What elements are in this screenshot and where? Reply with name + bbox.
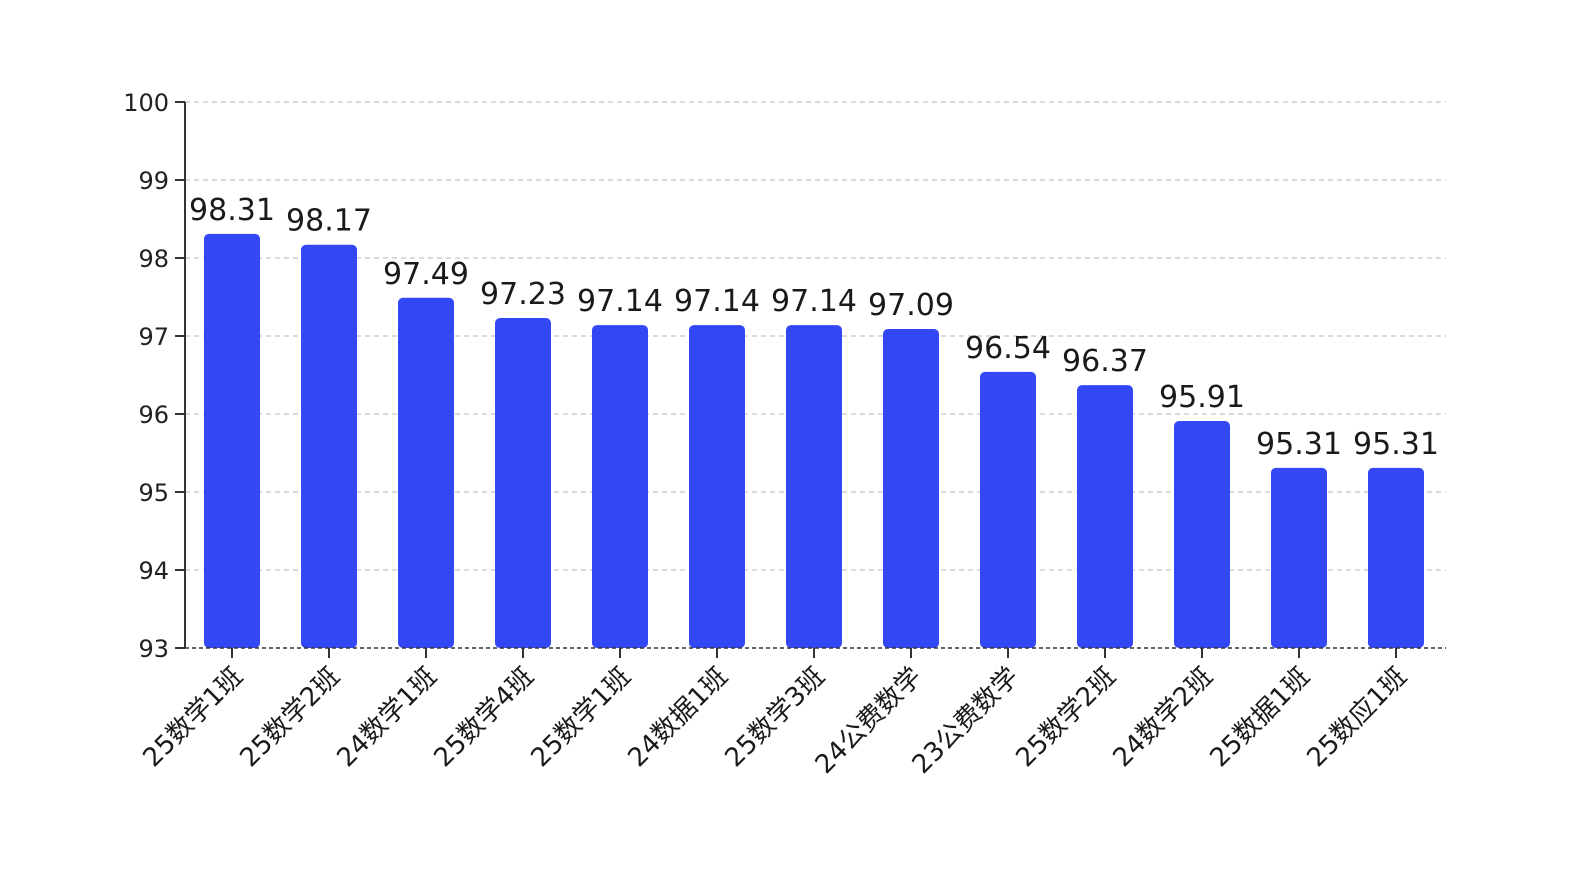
data-label-3: 97.49 bbox=[383, 257, 469, 292]
data-label-9: 96.54 bbox=[965, 331, 1051, 366]
data-label-10: 96.37 bbox=[1062, 344, 1148, 379]
bars bbox=[204, 233, 1424, 649]
x-tick-label-2: 25数学2班 bbox=[234, 662, 345, 773]
bar-13 bbox=[1368, 467, 1424, 648]
y-tick-label-94: 94 bbox=[138, 557, 169, 585]
bar-6 bbox=[689, 325, 745, 648]
data-label-6: 97.14 bbox=[674, 284, 760, 319]
bar-5 bbox=[592, 325, 648, 648]
data-label-1: 98.31 bbox=[189, 193, 275, 228]
bar-8 bbox=[883, 328, 939, 648]
data-label-8: 97.09 bbox=[868, 288, 954, 323]
bar-9 bbox=[980, 371, 1036, 648]
x-tick-label-5: 25数学1班 bbox=[525, 662, 636, 773]
bar-7 bbox=[786, 325, 842, 648]
y-tick-label-98: 98 bbox=[138, 245, 169, 273]
bar-3 bbox=[398, 297, 454, 648]
data-label-7: 97.14 bbox=[771, 284, 857, 319]
bar-10 bbox=[1077, 385, 1133, 648]
y-tick-label-96: 96 bbox=[138, 401, 169, 429]
data-label-4: 97.23 bbox=[480, 277, 566, 312]
y-tick-label-100: 100 bbox=[123, 89, 169, 117]
y-tick-label-93: 93 bbox=[138, 635, 169, 663]
x-tick-label-4: 25数学4班 bbox=[428, 662, 539, 773]
bar-12 bbox=[1271, 467, 1327, 648]
bar-1 bbox=[204, 233, 260, 648]
data-label-5: 97.14 bbox=[577, 284, 663, 319]
x-tick-label-3: 24数学1班 bbox=[331, 662, 442, 773]
x-tick-label-9: 23公费数学 bbox=[907, 662, 1025, 780]
bar-4 bbox=[495, 318, 551, 648]
axes bbox=[175, 101, 1446, 658]
y-tick-label-97: 97 bbox=[138, 323, 169, 351]
x-tick-label-11: 24数学2班 bbox=[1107, 662, 1218, 773]
data-label-11: 95.91 bbox=[1159, 380, 1245, 415]
x-tick-label-12: 25数据1班 bbox=[1204, 662, 1315, 773]
bar-11 bbox=[1174, 421, 1230, 648]
x-tick-label-13: 25数应1班 bbox=[1301, 662, 1412, 773]
bar-2 bbox=[301, 244, 357, 649]
data-label-2: 98.17 bbox=[286, 204, 372, 239]
x-tick-label-1: 25数学1班 bbox=[137, 662, 248, 773]
y-tick-label-95: 95 bbox=[138, 479, 169, 507]
data-label-13: 95.31 bbox=[1353, 427, 1439, 462]
y-tick-label-99: 99 bbox=[138, 167, 169, 195]
x-tick-label-10: 25数学2班 bbox=[1010, 662, 1121, 773]
x-tick-label-6: 24数据1班 bbox=[622, 662, 733, 773]
data-label-12: 95.31 bbox=[1256, 427, 1342, 462]
